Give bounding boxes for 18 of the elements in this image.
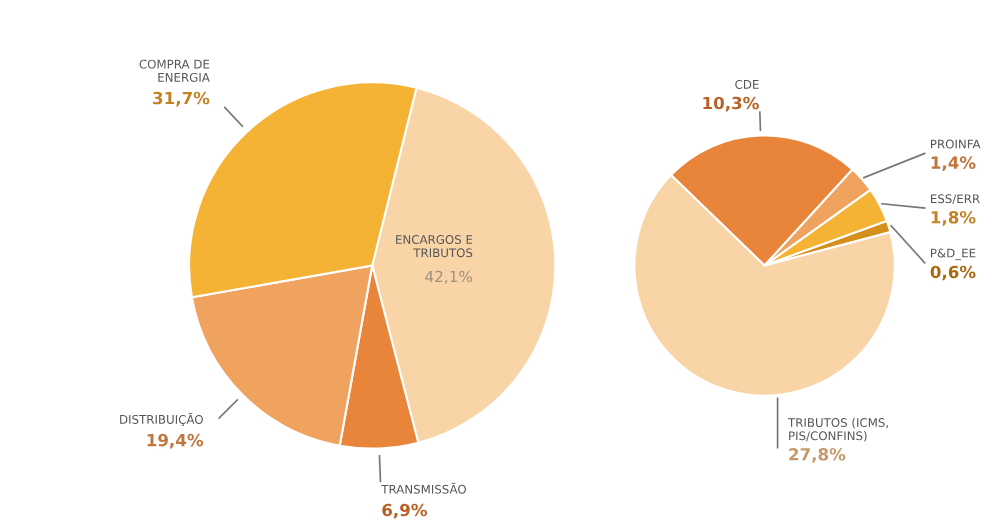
data-label: 1,8% <box>931 210 976 226</box>
data-label: 1,4% <box>931 156 976 172</box>
data-label: 6,9% <box>382 503 427 519</box>
slice-label: ENCARGOS E TRIBUTOS <box>396 235 473 258</box>
slice-label: COMPRA DE ENERGIA <box>139 59 210 82</box>
data-label: 27,8% <box>789 448 846 463</box>
data-label: 19,4% <box>147 433 204 449</box>
data-label: 31,7% <box>153 91 210 107</box>
slice-label: CDE <box>735 79 759 89</box>
data-label: 10,3% <box>703 96 759 112</box>
slice-label: P&D_EE <box>931 248 976 261</box>
data-label: 0,6% <box>930 265 976 281</box>
slice-label: DISTRIBUIÇÃO <box>120 412 203 426</box>
data-label: 42,1% <box>425 270 473 284</box>
slice-label: TRIBUTOS (ICMS, PIS/CONFINS) <box>787 417 888 442</box>
slice-label: ESS/ERR <box>931 194 980 205</box>
slice-label: PROINFA <box>931 139 981 149</box>
slice-label: TRANSMISSÃO <box>381 482 467 494</box>
